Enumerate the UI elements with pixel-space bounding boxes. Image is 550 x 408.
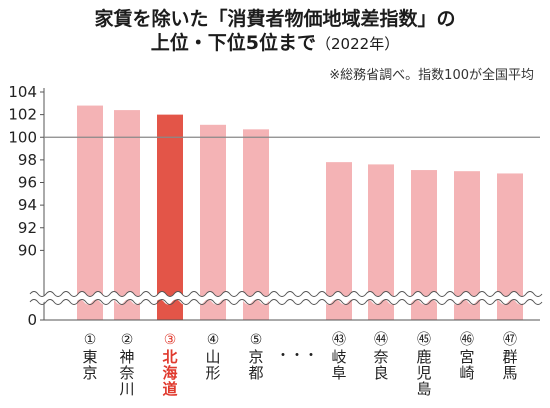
source-note: ※総務省調べ。指数100が全国平均 (329, 68, 534, 83)
chart-title-main: 上位・下位5位まで (150, 32, 317, 54)
bar-3 (157, 114, 183, 320)
y-tick-label: 96 (18, 174, 37, 192)
y-tick-label: 92 (18, 219, 37, 237)
x-category-label-7: 奈良 (373, 348, 388, 382)
x-category-label-2: 神奈川 (119, 348, 134, 398)
x-rank-label-8: ㊺ (417, 332, 431, 348)
y-tick-label-zero: 0 (27, 311, 37, 329)
x-category-label-8: 鹿児島 (416, 348, 431, 398)
x-rank-label-7: ㊹ (374, 332, 388, 348)
x-category-label-3: 北海道 (162, 348, 177, 398)
x-rank-label-2: ② (121, 332, 134, 348)
x-rank-label-4: ④ (207, 332, 220, 348)
bar-1 (77, 105, 103, 320)
category-ellipsis: ・・・ (276, 348, 318, 364)
x-rank-label-3: ③ (164, 332, 177, 348)
chart-title-year: （2022年） (316, 35, 400, 53)
axis-break-line-bottom (29, 299, 543, 305)
bar-4 (200, 124, 226, 321)
x-category-label-10: 群馬 (502, 348, 517, 382)
x-category-label-9: 宮崎 (459, 348, 474, 382)
x-category-label-4: 山形 (205, 348, 220, 382)
y-tick-label: 102 (8, 106, 37, 124)
y-tick-label: 90 (18, 241, 37, 259)
x-rank-label-1: ① (84, 332, 97, 348)
y-tick-label: 98 (18, 151, 37, 169)
chart-title-line1: 家賃を除いた「消費者物価地域差指数」の (94, 8, 456, 30)
bar-5 (243, 129, 269, 320)
x-category-label-5: 京都 (248, 348, 263, 382)
x-category-label-6: 岐阜 (331, 348, 346, 382)
y-tick-label: 94 (18, 196, 37, 214)
y-tick-label: 100 (8, 128, 37, 146)
bar-2 (114, 110, 140, 320)
x-rank-label-6: ㊸ (332, 332, 346, 348)
axis-break-line-top (29, 291, 543, 297)
x-rank-label-9: ㊻ (460, 332, 474, 348)
y-tick-label: 104 (8, 83, 37, 101)
x-rank-label-10: ㊼ (503, 332, 517, 348)
x-rank-label-5: ⑤ (250, 332, 263, 348)
chart-title-line2: 上位・下位5位まで（2022年） (0, 32, 550, 55)
x-category-label-1: 東京 (82, 348, 97, 382)
